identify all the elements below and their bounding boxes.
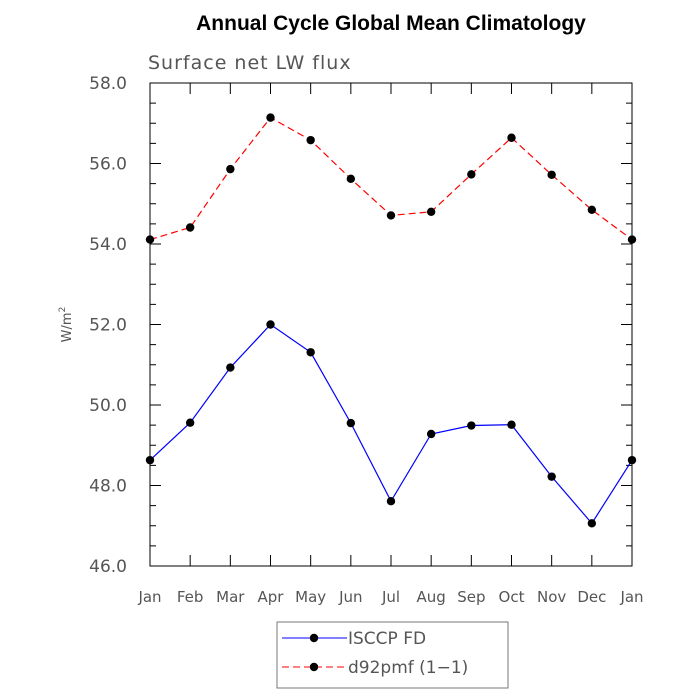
x-tick-label: Dec	[577, 588, 606, 606]
x-tick-label: Apr	[258, 588, 285, 606]
chart-subtitle: Surface net LW flux	[148, 52, 352, 74]
data-point-d92pmf-1-1	[467, 170, 476, 179]
legend-label-d92pmf: d92pmf (1−1)	[348, 658, 468, 678]
y-tick-label: 48.0	[89, 477, 127, 497]
legend-label-isccp: ISCCP FD	[348, 629, 426, 649]
legend-marker-isccp	[309, 633, 319, 643]
plot-frame	[149, 82, 633, 567]
legend-marker-d92pmf	[309, 662, 319, 672]
x-tick-label: Aug	[417, 588, 446, 606]
data-point-isccp-fd	[547, 472, 556, 481]
data-point-d92pmf-1-1	[426, 207, 436, 216]
data-point-d92pmf-1-1	[266, 113, 275, 122]
data-point-isccp-fd	[467, 421, 476, 430]
y-tick-label: 58.0	[89, 74, 127, 94]
y-axis: 46.0 48.0 50.0 52.0 54.0 56.0 58.0	[89, 74, 632, 577]
data-point-d92pmf-1-1	[627, 235, 637, 244]
data-point-isccp-fd	[587, 519, 597, 528]
data-point-d92pmf-1-1	[587, 205, 597, 214]
data-point-isccp-fd	[426, 429, 436, 439]
data-point-isccp-fd	[346, 418, 356, 428]
minor-ticks	[150, 102, 632, 547]
x-tick-label: Feb	[177, 588, 204, 606]
data-point-isccp-fd	[185, 418, 195, 427]
y-tick-label: 46.0	[89, 557, 127, 577]
series-line-d92pmf-1-1	[149, 116, 633, 241]
data-point-d92pmf-1-1	[145, 235, 155, 244]
y-tick-label: 52.0	[89, 316, 127, 336]
x-tick-label: Mar	[216, 588, 245, 606]
x-tick-label: Jan	[137, 588, 161, 606]
data-point-isccp-fd	[145, 455, 155, 465]
series-layer	[145, 113, 637, 528]
x-tick-label: Sep	[457, 588, 485, 606]
data-point-d92pmf-1-1	[226, 164, 235, 174]
data-point-isccp-fd	[627, 455, 637, 465]
data-point-d92pmf-1-1	[306, 135, 315, 145]
y-tick-label: 54.0	[89, 235, 127, 255]
data-point-isccp-fd	[266, 320, 275, 329]
data-point-d92pmf-1-1	[386, 211, 396, 220]
x-tick-label: Nov	[537, 588, 566, 606]
x-tick-label: Jun	[338, 588, 362, 606]
x-tick-label: Jul	[381, 588, 400, 606]
data-point-d92pmf-1-1	[507, 133, 516, 142]
y-axis-title: W/m2	[58, 307, 75, 343]
data-point-isccp-fd	[386, 496, 396, 506]
chart-title: Annual Cycle Global Mean Climatology	[196, 12, 586, 35]
series-line-isccp-fd	[149, 323, 633, 525]
data-point-d92pmf-1-1	[346, 174, 356, 183]
y-tick-label: 50.0	[89, 396, 127, 416]
data-point-d92pmf-1-1	[547, 170, 556, 179]
data-point-isccp-fd	[306, 348, 315, 357]
legend-box	[276, 621, 509, 689]
x-tick-label: Oct	[499, 588, 525, 606]
data-point-isccp-fd	[226, 363, 235, 372]
x-axis: Jan Feb Mar Apr May Jun Jul Aug Sep Oct Nov Dec Jan	[137, 83, 644, 606]
x-tick-label: May	[295, 588, 326, 606]
y-tick-label: 56.0	[89, 155, 127, 175]
data-point-d92pmf-1-1	[185, 223, 195, 232]
data-point-isccp-fd	[507, 420, 516, 429]
x-tick-label: Jan	[619, 588, 643, 606]
